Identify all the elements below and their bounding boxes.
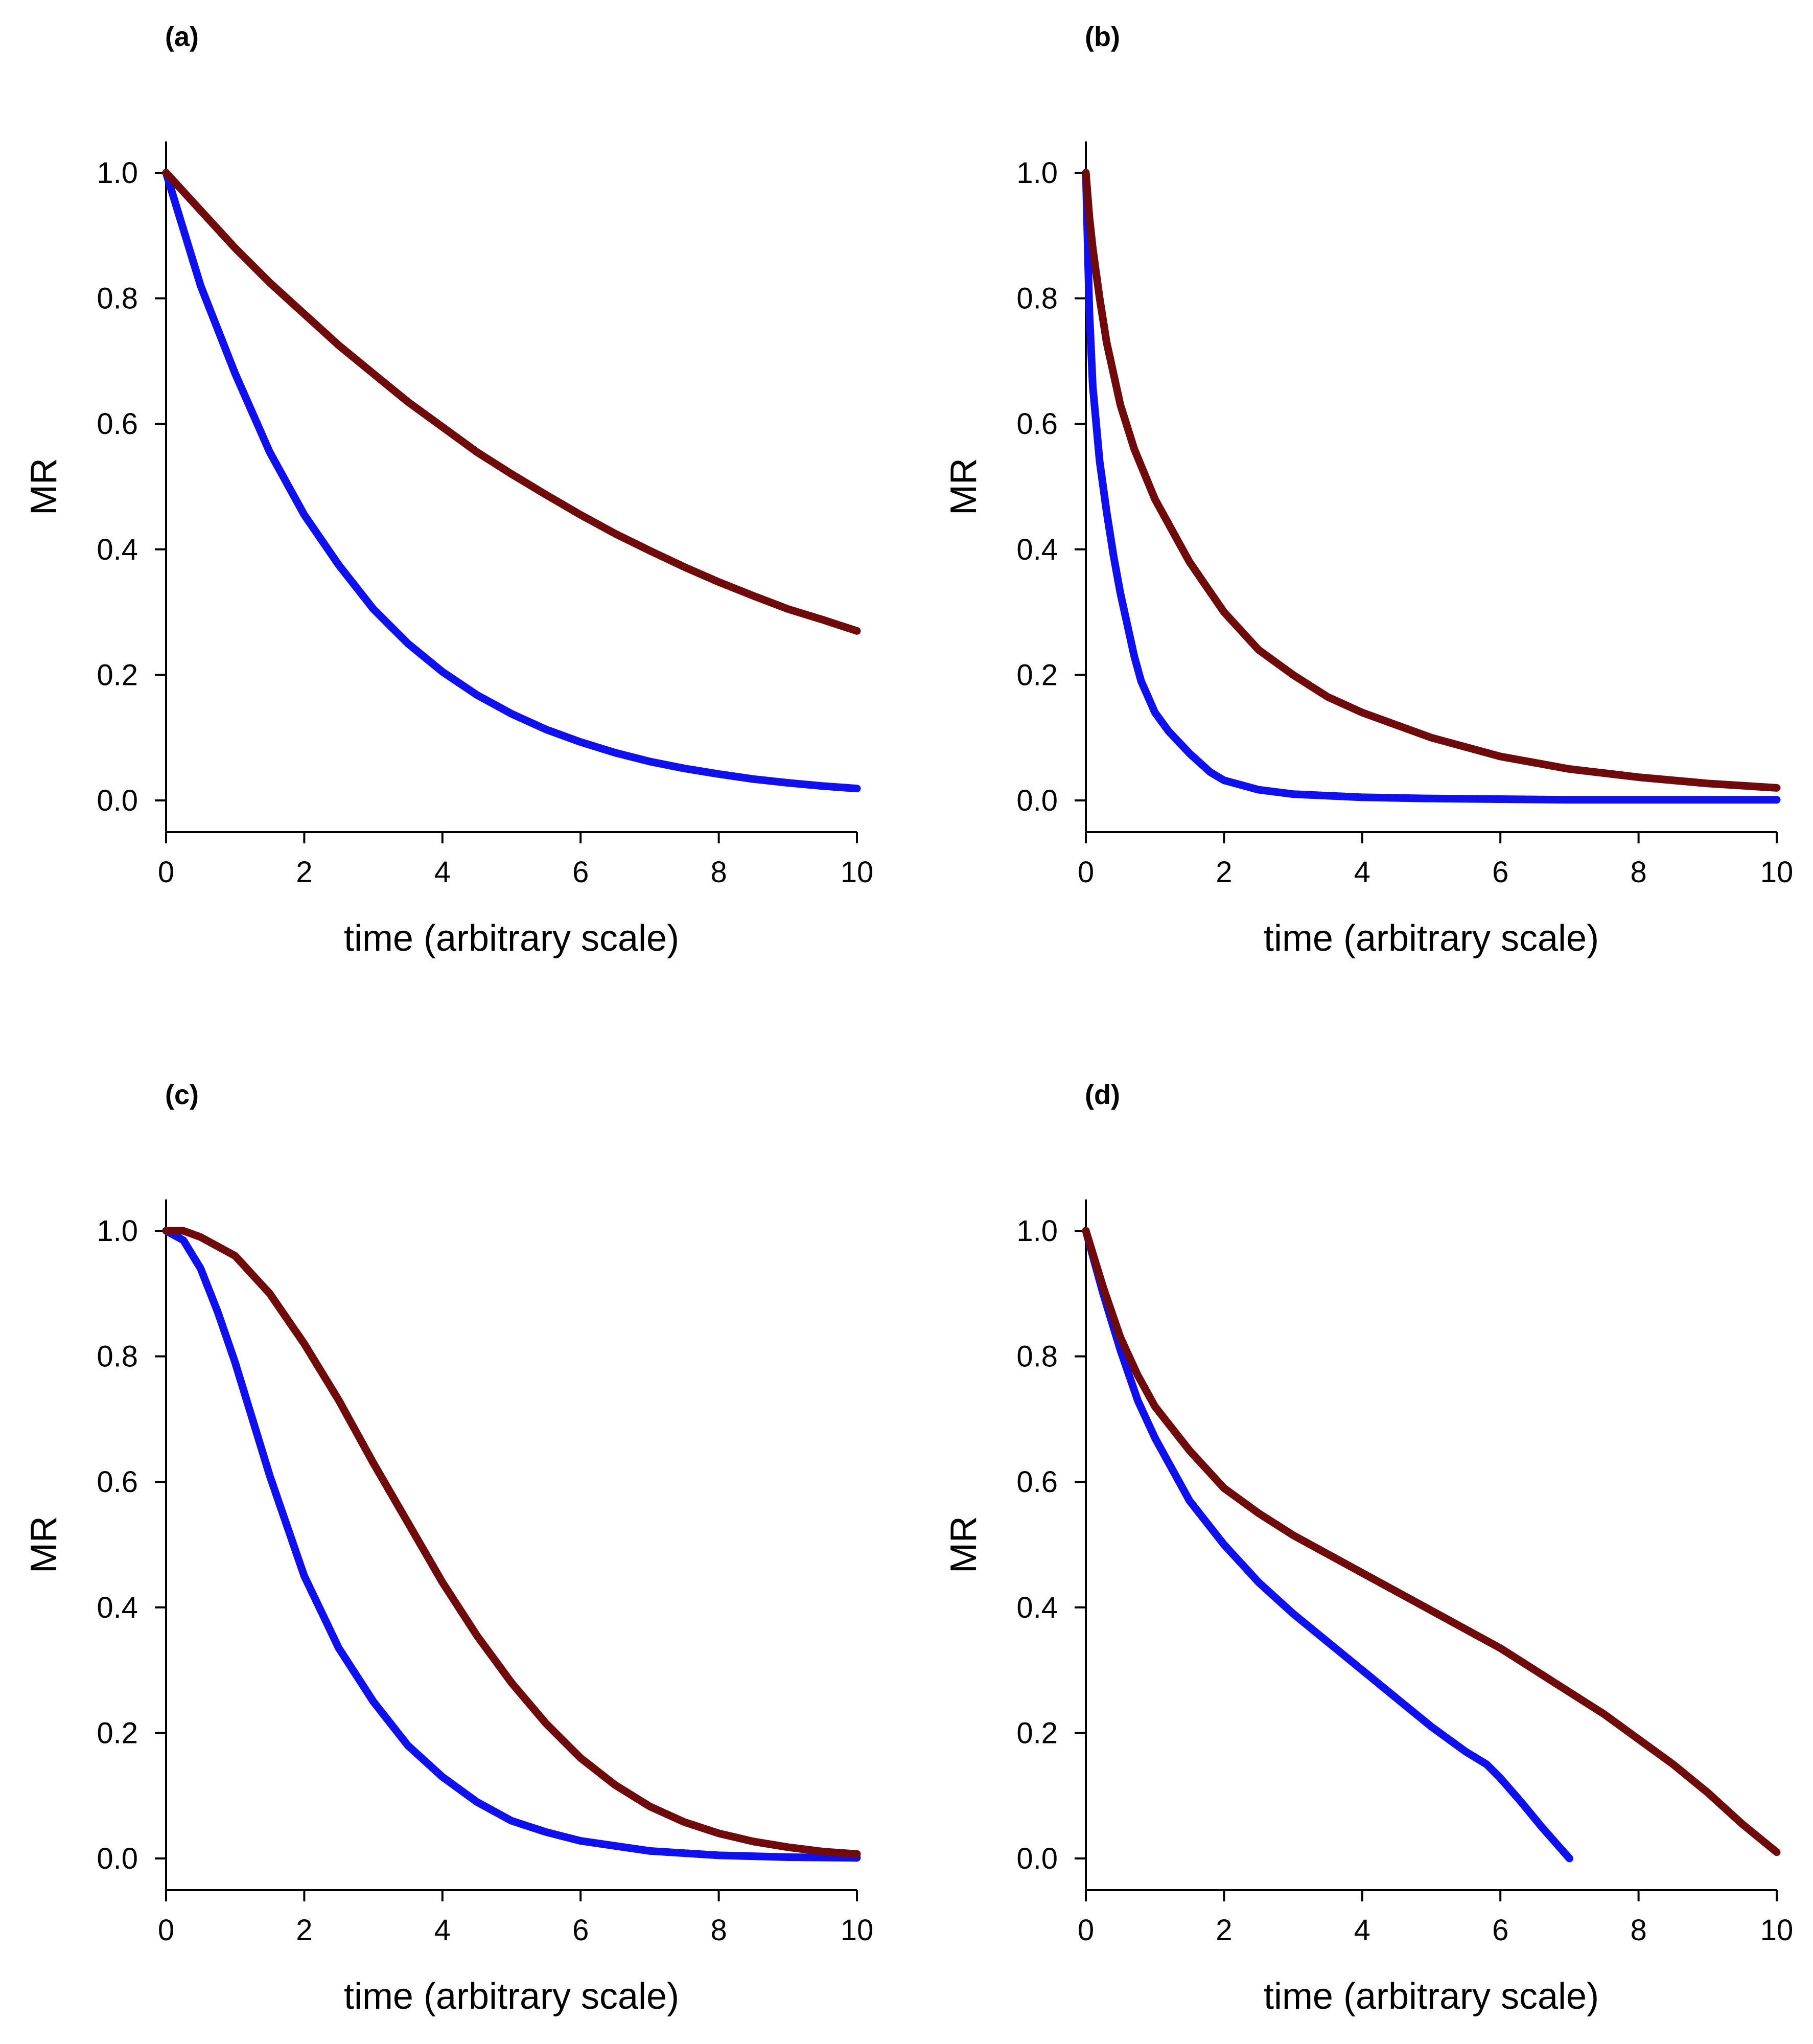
y-tick-label: 0.8 — [1016, 282, 1058, 315]
chart-panel-a: (a) 0 2 4 6 8 10 0.0 0.2 0.4 0.6 0.8 1.0 time (arbitr… — [24, 21, 873, 959]
y-tick-label: 0.0 — [1016, 1842, 1058, 1875]
y-tick-label: 0.6 — [1016, 1465, 1058, 1499]
series-line-blue — [1082, 1227, 1573, 1863]
x-tick-label: 10 — [841, 856, 874, 889]
y-axis-title: MR — [943, 1516, 984, 1573]
x-tick-label: 8 — [1630, 1914, 1646, 1947]
panel-label: (c) — [165, 1080, 199, 1110]
y-tick-label: 0.0 — [97, 1842, 138, 1875]
x-tick-label: 2 — [296, 1914, 312, 1947]
y-tick-label: 0.4 — [1016, 533, 1058, 566]
x-tick-label: 4 — [434, 1914, 451, 1947]
chart-panel-b: (b) 0 2 4 6 8 10 0.0 0.2 0.4 0.6 0.8 1.0 time (arbitr… — [943, 21, 1793, 959]
y-tick-label: 1.0 — [97, 156, 138, 190]
y-tick-label: 0.0 — [97, 784, 138, 817]
y-tick-label: 1.0 — [1016, 1214, 1058, 1248]
x-tick-label: 10 — [841, 1914, 874, 1947]
y-tick-label: 0.2 — [1016, 658, 1058, 692]
panel-label: (d) — [1085, 1080, 1120, 1110]
y-tick-label: 0.6 — [1016, 407, 1058, 441]
x-tick-label: 2 — [1216, 856, 1232, 889]
x-tick-label: 2 — [296, 856, 312, 889]
panel-label: (b) — [1085, 21, 1120, 52]
y-axis-title: MR — [24, 1516, 64, 1573]
x-tick-label: 8 — [710, 856, 727, 889]
x-tick-label: 0 — [158, 1914, 174, 1947]
x-tick-label: 8 — [1630, 856, 1646, 889]
y-tick-label: 0.0 — [1016, 784, 1058, 817]
y-tick-label: 0.4 — [1016, 1591, 1058, 1624]
y-tick-label: 1.0 — [1016, 156, 1058, 190]
x-tick-label: 0 — [1078, 1914, 1094, 1947]
x-tick-label: 6 — [1492, 1914, 1508, 1947]
x-tick-label: 10 — [1760, 1914, 1794, 1947]
x-axis-title: time (arbitrary scale) — [1264, 1976, 1599, 2017]
x-tick-label: 6 — [1492, 856, 1508, 889]
y-axis-title: MR — [24, 458, 64, 515]
series-line-dark-red — [1082, 1227, 1781, 1856]
x-axis-title: time (arbitrary scale) — [344, 1976, 679, 2017]
x-tick-label: 0 — [1078, 856, 1094, 889]
y-tick-label: 0.8 — [97, 1340, 138, 1373]
chart-panel-c: (c) 0 2 4 6 8 10 0.0 0.2 0.4 0.6 0.8 1.0 time (arbitr… — [24, 1080, 873, 2017]
y-axis-title: MR — [943, 458, 984, 515]
x-tick-label: 8 — [710, 1914, 727, 1947]
x-tick-label: 4 — [1354, 1914, 1370, 1947]
y-tick-label: 1.0 — [97, 1214, 138, 1248]
y-tick-label: 0.6 — [97, 1465, 138, 1499]
y-tick-label: 0.2 — [1016, 1716, 1058, 1750]
x-tick-label: 2 — [1216, 1914, 1232, 1947]
series-line-blue — [162, 1227, 861, 1862]
y-tick-label: 0.2 — [97, 1716, 138, 1750]
panel-label: (a) — [165, 21, 199, 52]
y-tick-label: 0.2 — [97, 658, 138, 692]
x-tick-label: 10 — [1760, 856, 1794, 889]
series-line-blue — [1082, 169, 1781, 804]
y-tick-label: 0.4 — [97, 1591, 138, 1624]
series-line-dark-red — [162, 1227, 861, 1858]
y-tick-label: 0.6 — [97, 407, 138, 441]
x-tick-label: 0 — [158, 856, 174, 889]
x-tick-label: 4 — [434, 856, 451, 889]
chart-panel-d: (d) 0 2 4 6 8 10 0.0 0.2 0.4 0.6 0.8 1.0 time (arbitr… — [943, 1080, 1793, 2017]
y-tick-label: 0.4 — [97, 533, 138, 566]
y-tick-label: 0.8 — [1016, 1340, 1058, 1373]
x-axis-title: time (arbitrary scale) — [344, 918, 679, 959]
x-tick-label: 4 — [1354, 856, 1370, 889]
x-axis-title: time (arbitrary scale) — [1264, 918, 1599, 959]
x-tick-label: 6 — [572, 856, 589, 889]
series-line-dark-red — [1082, 169, 1781, 792]
series-line-dark-red — [162, 169, 861, 635]
x-tick-label: 6 — [572, 1914, 589, 1947]
series-line-blue — [162, 169, 861, 793]
y-tick-label: 0.8 — [97, 282, 138, 315]
